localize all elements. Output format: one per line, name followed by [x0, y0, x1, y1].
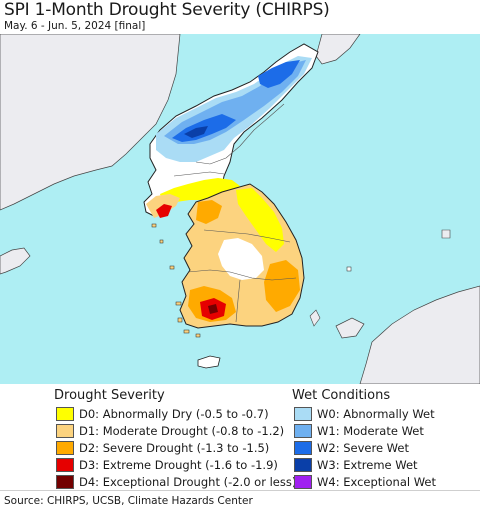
swatch-d4	[56, 475, 74, 489]
japan-island	[335, 317, 365, 339]
swatch-w4	[294, 475, 312, 489]
legend-label-d2: D2: Severe Drought (-1.3 to -1.5)	[79, 441, 270, 455]
legend-item-w1: W1: Moderate Wet	[294, 423, 424, 439]
japan-land	[359, 285, 480, 384]
map-subtitle: May. 6 - Jun. 5, 2024 [final]	[4, 20, 146, 32]
swatch-w0	[294, 407, 312, 421]
map-title: SPI 1-Month Drought Severity (CHIRPS)	[4, 0, 330, 20]
china-land-south	[0, 247, 31, 275]
swatch-d2	[56, 441, 74, 455]
legend-label-w2: W2: Severe Wet	[317, 441, 409, 455]
legend-item-w2: W2: Severe Wet	[294, 440, 409, 456]
swatch-d1	[56, 424, 74, 438]
legend-item-d4: D4: Exceptional Drought (-2.0 or less)	[56, 474, 296, 490]
dry-d2-south-east	[264, 260, 300, 312]
legend-item-w3: W3: Extreme Wet	[294, 457, 418, 473]
swatch-w3	[294, 458, 312, 472]
drought-map	[0, 34, 480, 384]
legend-label-d4: D4: Exceptional Drought (-2.0 or less)	[79, 475, 297, 489]
swatch-d0	[56, 407, 74, 421]
coastal-islands	[151, 223, 201, 338]
japan-islet	[441, 229, 451, 239]
legend-item-d3: D3: Extreme Drought (-1.6 to -1.9)	[56, 457, 278, 473]
swatch-d3	[56, 458, 74, 472]
legend-item-d0: D0: Abnormally Dry (-0.5 to -0.7)	[56, 406, 269, 422]
legend-label-w1: W1: Moderate Wet	[317, 424, 424, 438]
source-credit: Source: CHIRPS, UCSB, Climate Hazards Ce…	[4, 495, 253, 507]
province-borders	[173, 103, 297, 323]
wet-w3-region	[184, 126, 208, 138]
land-normal-south	[218, 238, 264, 280]
legend-item-d1: D1: Moderate Drought (-0.8 to -1.2)	[56, 423, 284, 439]
wet-legend-title: Wet Conditions	[292, 388, 391, 403]
tsushima	[309, 309, 321, 327]
legend-label-d0: D0: Abnormally Dry (-0.5 to -0.7)	[79, 407, 269, 421]
dry-d0-north	[160, 178, 240, 208]
ulleungdo-island	[346, 266, 352, 272]
swatch-w1	[294, 424, 312, 438]
legend-label-d3: D3: Extreme Drought (-1.6 to -1.9)	[79, 458, 278, 472]
dry-d4-south	[208, 304, 218, 314]
legend-item-d2: D2: Severe Drought (-1.3 to -1.5)	[56, 440, 269, 456]
legend-label-w3: W3: Extreme Wet	[317, 458, 418, 472]
legend-label-w4: W4: Exceptional Wet	[317, 475, 436, 489]
drought-legend-title: Drought Severity	[54, 388, 165, 403]
legend-label-w0: W0: Abnormally Wet	[317, 407, 435, 421]
dry-d2-south	[196, 200, 222, 224]
swatch-w2	[294, 441, 312, 455]
china-land	[0, 34, 181, 211]
legend-item-w0: W0: Abnormally Wet	[294, 406, 435, 422]
jeju-island	[197, 355, 221, 369]
dry-d3-north	[156, 204, 172, 218]
dry-d0-south	[236, 188, 284, 252]
wet-w2-region-north	[258, 60, 300, 88]
footer-divider	[0, 490, 480, 491]
legend-item-w4: W4: Exceptional Wet	[294, 474, 436, 490]
legend-label-d1: D1: Moderate Drought (-0.8 to -1.2)	[79, 424, 285, 438]
